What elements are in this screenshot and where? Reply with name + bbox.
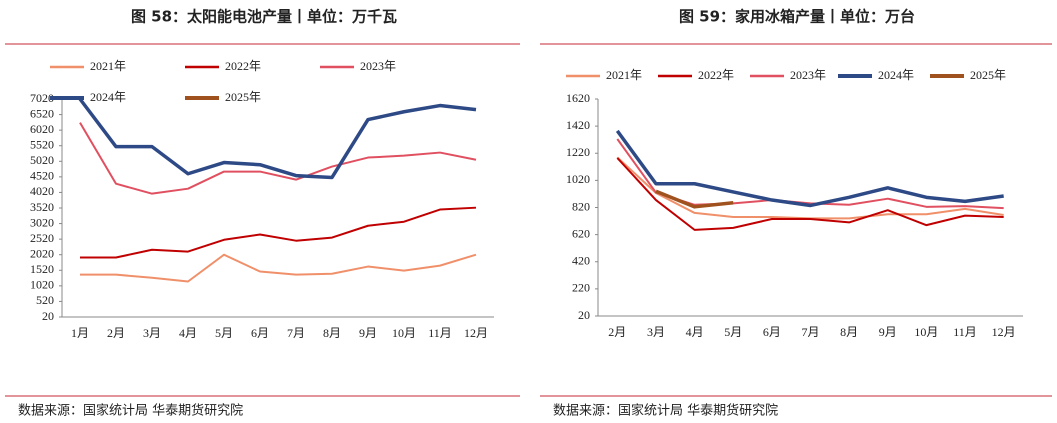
x-tick-label: 2月 [608,325,626,339]
y-tick-label: 1420 [566,118,590,132]
series-line [616,156,1004,220]
y-tick-label: 820 [572,199,590,213]
y-tick-label: 1620 [566,91,590,105]
legend-label: 2022年 [225,59,261,73]
x-tick-label: 12月 [464,326,488,340]
y-tick-label: 2020 [30,246,54,260]
chart-title: 图 59：家用冰箱产量丨单位：万台 [679,8,915,26]
legend-label: 2023年 [790,68,826,82]
x-tick-label: 11月 [953,325,977,339]
legend-label: 2024年 [90,90,126,104]
x-tick-label: 6月 [763,325,781,339]
x-tick-label: 7月 [287,326,305,340]
x-tick-label: 4月 [686,325,704,339]
x-tick-label: 10月 [914,325,938,339]
y-tick-label: 5520 [30,137,54,151]
series-line [80,206,477,259]
chart-title: 图 58：太阳能电池产量丨单位：万千瓦 [131,8,397,26]
legend-label: 2022年 [698,68,734,82]
y-tick-label: 2520 [30,231,54,245]
y-tick-label: 620 [572,226,590,240]
y-tick-label: 5020 [30,153,54,167]
source-note: 数据来源：国家统计局 华泰期货研究院 [18,403,243,419]
y-tick-label: 3520 [30,200,54,214]
y-tick-label: 4520 [30,169,54,183]
y-tick-label: 520 [36,293,54,307]
x-tick-label: 11月 [428,326,452,340]
x-tick-label: 9月 [879,325,897,339]
series-line [616,157,1004,231]
source-note: 数据来源：国家统计局 华泰期货研究院 [553,403,778,419]
x-tick-label: 9月 [359,326,377,340]
y-tick-label: 420 [572,254,590,268]
x-tick-label: 4月 [179,326,197,340]
y-tick-label: 1020 [566,172,590,186]
legend-label: 2021年 [606,68,642,82]
legend-label: 2024年 [878,68,914,82]
x-tick-label: 12月 [992,325,1016,339]
x-tick-label: 8月 [323,326,341,340]
y-tick-label: 6020 [30,122,54,136]
x-tick-label: 10月 [392,326,416,340]
series-line [655,189,734,209]
y-tick-label: 3020 [30,215,54,229]
series-line [79,122,477,195]
x-tick-label: 5月 [215,326,233,340]
y-tick-label: 4020 [30,184,54,198]
x-tick-label: 2月 [107,326,125,340]
series-line [615,129,1004,208]
x-tick-label: 3月 [647,325,665,339]
y-tick-label: 6520 [30,106,54,120]
series-line [80,253,477,283]
series-line [78,97,477,180]
y-tick-label: 220 [572,281,590,295]
y-tick-label: 20 [42,309,54,323]
y-tick-label: 1520 [30,262,54,276]
x-tick-label: 7月 [801,325,819,339]
y-tick-label: 1220 [566,145,590,159]
y-tick-label: 20 [578,308,590,322]
y-tick-label: 1020 [30,278,54,292]
legend-label: 2025年 [970,68,1006,82]
legend-label: 2025年 [225,90,261,104]
x-tick-label: 5月 [724,325,742,339]
x-tick-label: 6月 [251,326,269,340]
legend-label: 2023年 [360,59,396,73]
x-tick-label: 8月 [840,325,858,339]
x-tick-label: 3月 [143,326,161,340]
x-tick-label: 1月 [71,326,89,340]
y-tick-label: 7020 [30,91,54,105]
legend-label: 2021年 [90,59,126,73]
